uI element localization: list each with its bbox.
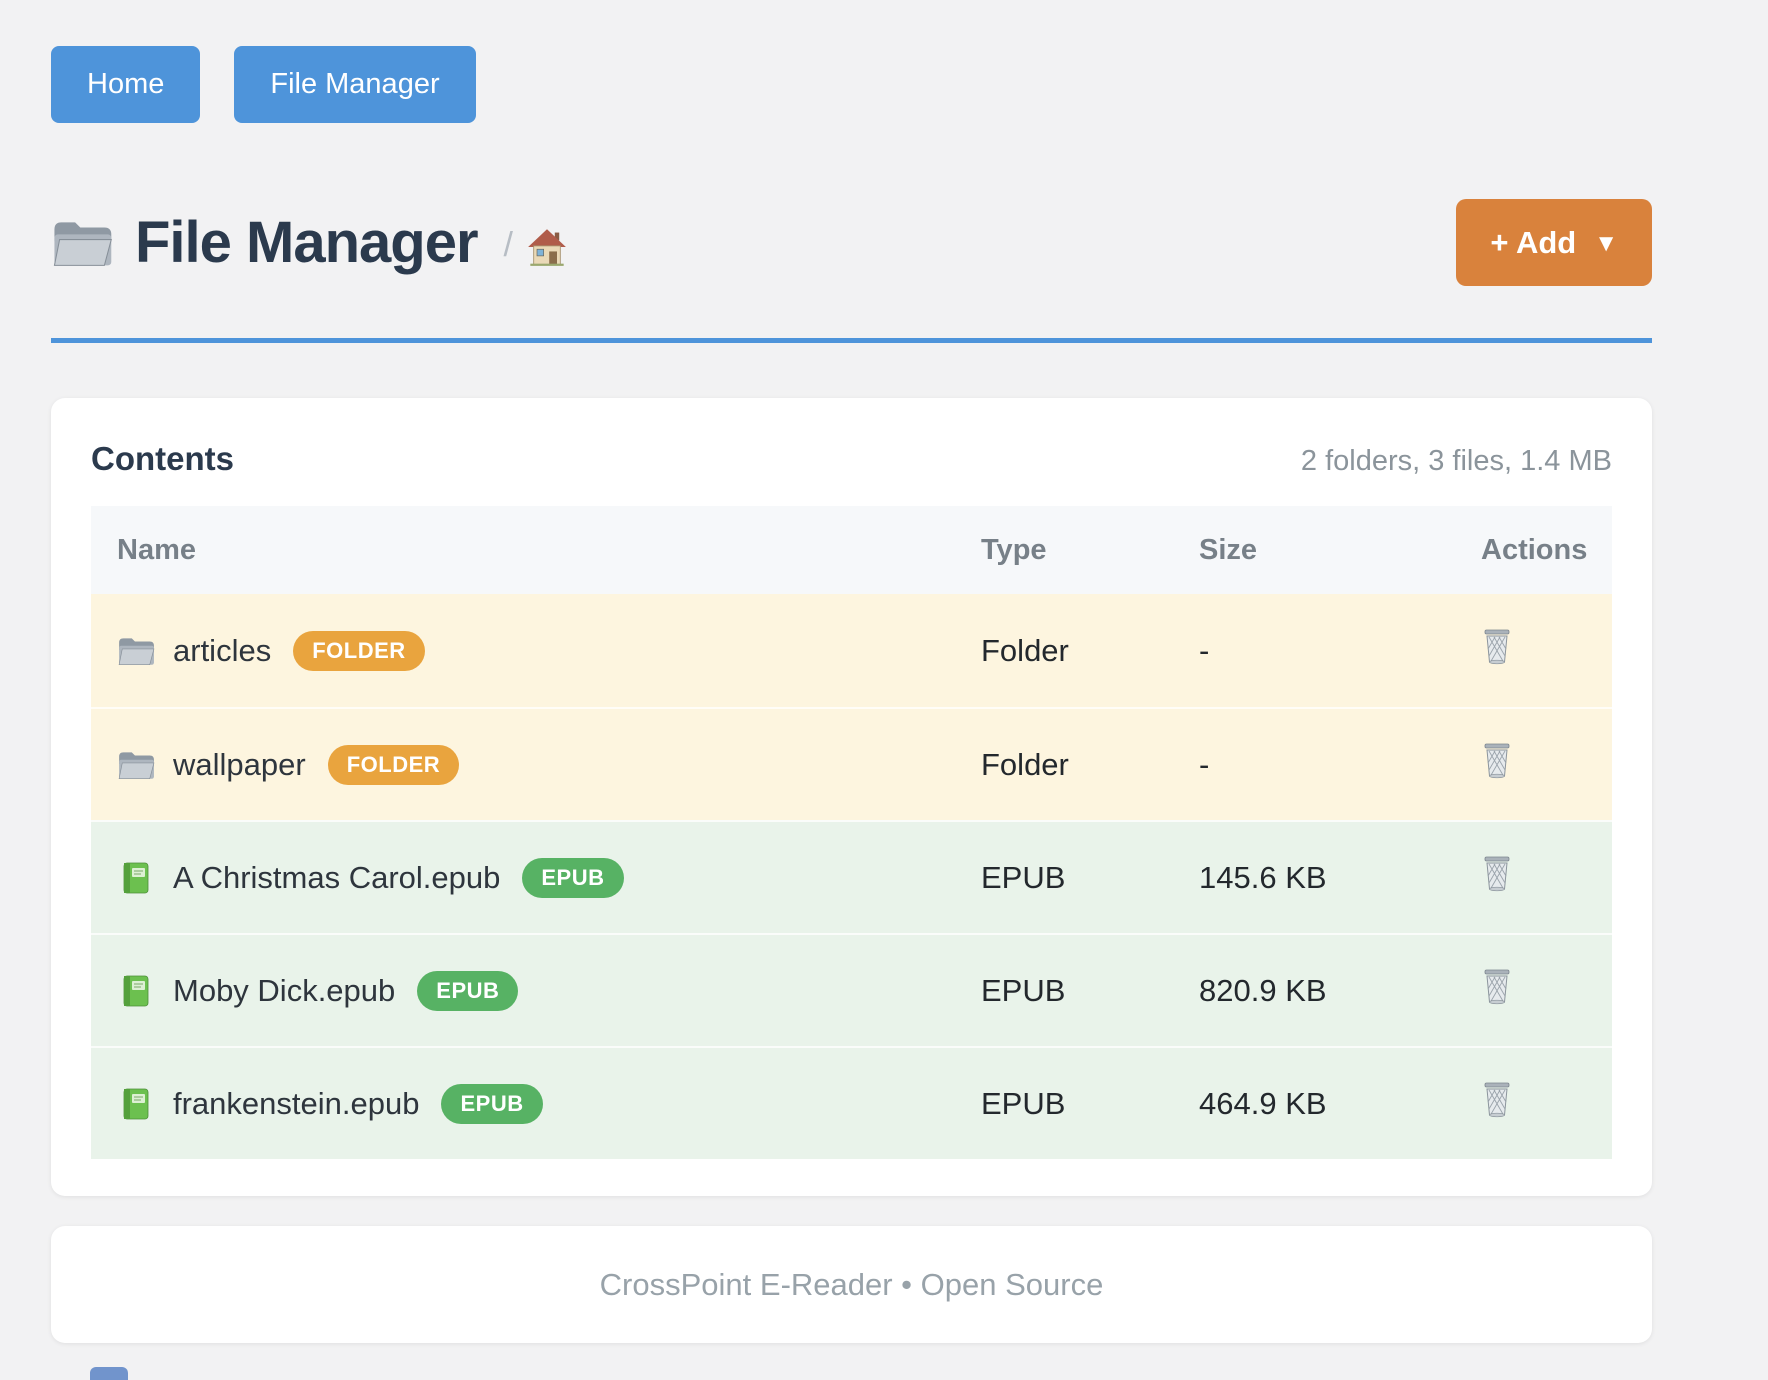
header-divider [51, 338, 1652, 343]
footer-text: CrossPoint E-Reader • Open Source [599, 1266, 1104, 1302]
size-cell: - [1199, 632, 1210, 668]
name-cell: articles FOLDER [91, 630, 981, 671]
book-icon [123, 975, 149, 1006]
column-header-actions: Actions [1481, 533, 1588, 566]
file-table: Name Type Size Actions articles FOLDER [91, 506, 1612, 1159]
delete-button[interactable] [1481, 1081, 1513, 1119]
nav-file-manager-button[interactable]: File Manager [234, 46, 476, 123]
column-header-type: Type [981, 533, 1047, 566]
table-row: articles FOLDER Folder - [91, 594, 1612, 707]
page-header: File Manager / + Add ▼ [51, 199, 1652, 286]
size-cell: 820.9 KB [1199, 972, 1327, 1008]
type-cell: EPUB [981, 859, 1066, 895]
delete-button[interactable] [1481, 968, 1513, 1006]
table-row: frankenstein.epub EPUB EPUB 464.9 KB [91, 1046, 1612, 1159]
nav-home-button[interactable]: Home [51, 46, 201, 123]
type-badge: FOLDER [293, 630, 425, 671]
size-cell: - [1199, 746, 1210, 782]
actions-cell [1469, 968, 1612, 1014]
file-name-link[interactable]: Moby Dick.epub [173, 972, 396, 1008]
folder-icon [53, 221, 112, 266]
trash-icon [1484, 1082, 1510, 1117]
page: Home File Manager File Manager / + Add ▼ [51, 0, 1652, 1343]
type-badge: EPUB [522, 857, 624, 898]
browser-status-sliver [90, 1367, 128, 1380]
caret-down-icon: ▼ [1594, 229, 1618, 257]
contents-card: Contents 2 folders, 3 files, 1.4 MB Name… [51, 398, 1652, 1196]
home-icon[interactable] [527, 228, 567, 266]
table-body: articles FOLDER Folder - [91, 594, 1612, 1159]
type-cell: EPUB [981, 1085, 1066, 1121]
actions-cell [1469, 1081, 1612, 1127]
folder-icon [118, 751, 155, 779]
actions-cell [1469, 742, 1612, 788]
contents-summary: 2 folders, 3 files, 1.4 MB [1300, 445, 1612, 477]
name-cell: A Christmas Carol.epub EPUB [91, 857, 981, 898]
table-row: Moby Dick.epub EPUB EPUB 820.9 KB [91, 933, 1612, 1046]
delete-button[interactable] [1481, 855, 1513, 893]
actions-cell [1469, 628, 1612, 674]
table-row: wallpaper FOLDER Folder - [91, 707, 1612, 820]
trash-icon [1484, 969, 1510, 1004]
title-wrap: File Manager / [51, 209, 567, 276]
delete-button[interactable] [1481, 628, 1513, 666]
file-name-link[interactable]: frankenstein.epub [173, 1085, 420, 1121]
trash-icon [1484, 856, 1510, 891]
add-button[interactable]: + Add ▼ [1456, 199, 1652, 286]
name-cell: frankenstein.epub EPUB [91, 1083, 981, 1124]
trash-icon [1484, 629, 1510, 664]
page-title: File Manager [135, 210, 479, 275]
actions-cell [1469, 855, 1612, 901]
type-cell: EPUB [981, 972, 1066, 1008]
name-cell: wallpaper FOLDER [91, 744, 981, 785]
type-cell: Folder [981, 746, 1069, 782]
table-row: A Christmas Carol.epub EPUB EPUB 145.6 K… [91, 820, 1612, 933]
breadcrumb-separator: / [503, 226, 513, 264]
folder-icon [118, 637, 155, 665]
add-button-label: + Add [1490, 225, 1577, 260]
top-nav: Home File Manager [51, 0, 1652, 123]
type-badge: FOLDER [327, 744, 460, 785]
book-icon [123, 862, 149, 893]
contents-card-header: Contents 2 folders, 3 files, 1.4 MB [91, 440, 1612, 478]
book-icon [123, 1088, 149, 1119]
trash-icon [1484, 743, 1510, 778]
file-name-link[interactable]: wallpaper [173, 746, 306, 782]
contents-title: Contents [91, 440, 234, 477]
size-cell: 145.6 KB [1199, 859, 1327, 895]
delete-button[interactable] [1481, 742, 1513, 780]
column-header-size: Size [1199, 533, 1258, 566]
file-name-link[interactable]: articles [173, 632, 272, 668]
type-cell: Folder [981, 632, 1069, 668]
name-cell: Moby Dick.epub EPUB [91, 970, 981, 1011]
file-name-link[interactable]: A Christmas Carol.epub [173, 859, 501, 895]
footer-card: CrossPoint E-Reader • Open Source [51, 1226, 1652, 1343]
column-header-name: Name [117, 533, 196, 566]
table-header-row: Name Type Size Actions [91, 506, 1612, 594]
type-badge: EPUB [417, 970, 519, 1011]
type-badge: EPUB [441, 1083, 543, 1124]
size-cell: 464.9 KB [1199, 1085, 1327, 1121]
